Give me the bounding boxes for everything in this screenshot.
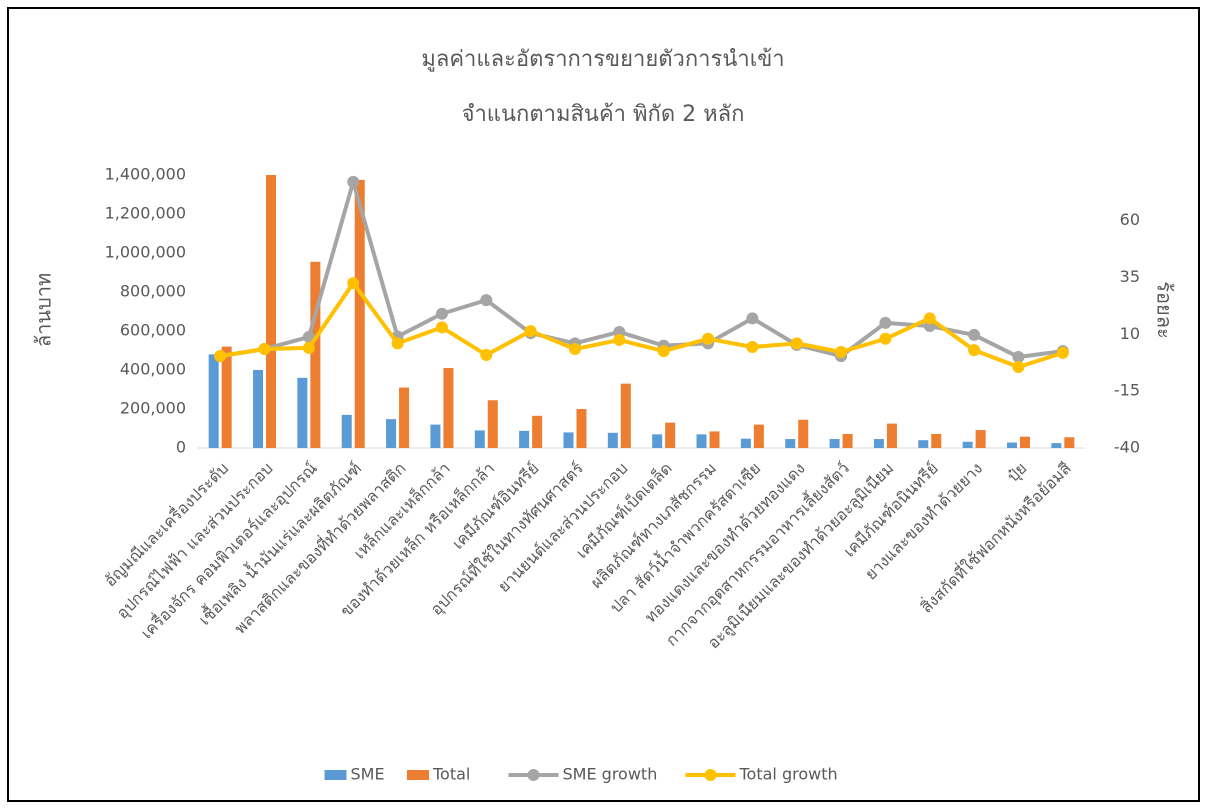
bar (1064, 437, 1075, 448)
bar (931, 433, 942, 448)
line-marker (702, 332, 715, 345)
bar (354, 179, 365, 448)
line-marker (1056, 346, 1069, 359)
line-marker (568, 343, 581, 356)
bar (310, 261, 321, 448)
y-tick-label: 800,000 (120, 282, 186, 301)
bar (474, 430, 485, 448)
y-axis-label: ล้านบาท (32, 273, 56, 347)
bar (266, 175, 277, 448)
bar (607, 432, 618, 448)
bar (1051, 443, 1062, 448)
line-marker (302, 341, 315, 354)
y-tick-label: 1,000,000 (105, 243, 186, 262)
chart-subtitle: จำแนกตามสินค้า พิกัด 2 หลัก (462, 102, 745, 127)
line-marker (968, 328, 981, 341)
bar (519, 430, 530, 448)
y2-axis-label: ร้อยละ (1153, 281, 1177, 338)
bar (962, 441, 973, 448)
y2-tick-label: 10 (1120, 324, 1140, 343)
legend-label: Total growth (739, 765, 838, 784)
bar (208, 354, 219, 448)
bar (386, 419, 397, 448)
line-marker (879, 332, 892, 345)
line-marker (1012, 351, 1025, 363)
legend-swatch (527, 769, 540, 781)
bar (1019, 436, 1030, 448)
line-marker (790, 337, 803, 350)
y-tick-label: 1,400,000 (105, 165, 186, 184)
y2-tick-label: -15 (1114, 381, 1140, 400)
legend-swatch (704, 769, 717, 781)
bar (798, 419, 809, 448)
bar (297, 377, 308, 448)
bar (487, 400, 498, 448)
legend-label: Total (432, 765, 470, 784)
y-tick-label: 1,200,000 (105, 204, 186, 223)
bar (709, 431, 720, 448)
bar (576, 409, 587, 448)
bar (443, 368, 454, 448)
line-marker (480, 294, 493, 307)
legend-label: SME growth (563, 765, 658, 784)
bar (975, 430, 986, 448)
y2-tick-label: 60 (1120, 210, 1140, 229)
bar (399, 387, 410, 448)
line-marker (968, 344, 981, 357)
line-marker (347, 175, 360, 188)
bar (253, 370, 264, 448)
bar (886, 423, 897, 448)
bar (665, 422, 676, 448)
line-marker (347, 277, 360, 290)
line-marker (435, 321, 448, 334)
line (219, 179, 1064, 359)
bar (753, 424, 764, 448)
bar (563, 432, 574, 448)
line-marker (923, 312, 936, 325)
bar (221, 346, 232, 448)
line-marker (1012, 361, 1025, 374)
bar (829, 439, 840, 448)
chart-title: มูลค่าและอัตราการขยายตัวการนำเข้า (421, 47, 784, 72)
bar (341, 414, 352, 448)
bar (1006, 442, 1017, 448)
bar (842, 433, 853, 448)
y2-tick-label: 35 (1120, 267, 1140, 286)
line-marker (214, 350, 227, 363)
line-marker (480, 348, 493, 361)
line-marker (879, 316, 892, 329)
bar (696, 434, 707, 448)
bar (532, 415, 543, 448)
line-marker (435, 307, 448, 320)
line-marker (391, 337, 404, 350)
bar (918, 440, 929, 448)
y-tick-label: 600,000 (120, 321, 186, 340)
bar (740, 438, 751, 448)
line-marker (746, 312, 759, 325)
y-tick-label: 0 (176, 438, 186, 457)
legend-swatch (324, 770, 347, 780)
y2-tick-label: -40 (1114, 438, 1140, 457)
legend-swatch (407, 770, 429, 780)
line-marker (524, 325, 537, 338)
bar (620, 383, 631, 448)
legend-label: SME (351, 765, 385, 784)
line-marker (657, 345, 670, 358)
bar (785, 439, 796, 448)
bar (873, 439, 884, 448)
bar (652, 434, 663, 448)
line-marker (258, 343, 271, 356)
line-marker (613, 333, 626, 346)
bar (430, 424, 441, 448)
line (219, 281, 1064, 370)
chart-border (7, 7, 1200, 802)
line-marker (835, 345, 848, 358)
y-tick-label: 400,000 (120, 360, 186, 379)
line-marker (746, 340, 759, 353)
y-tick-label: 200,000 (120, 399, 186, 418)
